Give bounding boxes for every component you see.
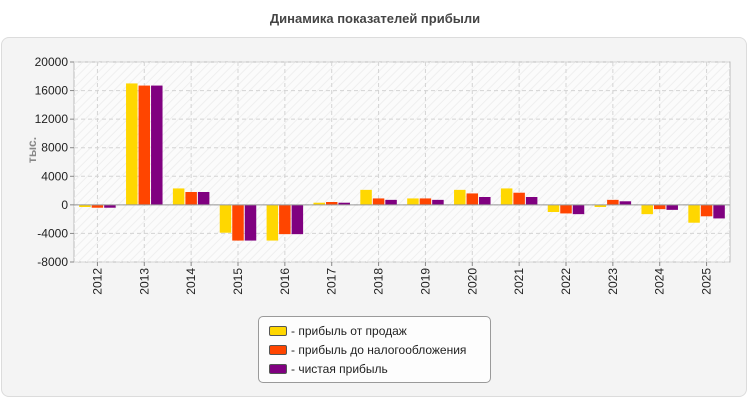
legend-label-pretax-profit: - прибыль до налогообложения bbox=[291, 343, 467, 357]
bar-2022-s0 bbox=[547, 204, 560, 212]
bar-2025-s2 bbox=[713, 204, 725, 219]
bar-2020-s0 bbox=[454, 189, 466, 205]
bar-2012-s2 bbox=[104, 204, 116, 208]
bar-2019-s1 bbox=[419, 198, 432, 205]
bar-2017-s0 bbox=[313, 202, 325, 205]
bar-2017-s1 bbox=[325, 202, 338, 205]
bar-2021-s1 bbox=[513, 192, 525, 205]
x-tick-label: 2012 bbox=[90, 268, 104, 295]
chart-title: Динамика показателей прибыли bbox=[269, 11, 481, 26]
bar-2014-s1 bbox=[185, 192, 197, 205]
bar-2023-s0 bbox=[594, 204, 607, 207]
bar-2021-s2 bbox=[525, 197, 538, 205]
y-tick-label: 8000 bbox=[41, 141, 68, 155]
bar-2022-s2 bbox=[572, 204, 585, 215]
x-tick-label: 2024 bbox=[653, 268, 667, 295]
legend-swatch-pretax-profit bbox=[269, 345, 287, 355]
bar-2020-s1 bbox=[466, 193, 479, 205]
x-tick-label: 2025 bbox=[700, 268, 714, 295]
x-tick-label: 2015 bbox=[231, 268, 245, 295]
x-tick-label: 2016 bbox=[278, 268, 292, 295]
x-tick-label: 2019 bbox=[418, 268, 432, 295]
bar-2013-s1 bbox=[138, 85, 151, 205]
legend-item-pretax-profit: - прибыль до налогообложения bbox=[259, 342, 490, 361]
legend-label-sales-profit: - прибыль от продаж bbox=[291, 324, 407, 338]
bar-2018-s1 bbox=[372, 198, 385, 205]
bar-2025-s1 bbox=[700, 204, 713, 217]
x-tick-label: 2023 bbox=[606, 268, 620, 295]
bars bbox=[79, 83, 725, 241]
y-tick-label: 4000 bbox=[41, 169, 68, 183]
y-tick-label: 0 bbox=[61, 198, 68, 212]
bar-2014-s2 bbox=[197, 192, 210, 205]
bar-2016-s0 bbox=[266, 204, 279, 241]
bar-2022-s1 bbox=[560, 204, 572, 214]
bar-2018-s2 bbox=[385, 199, 397, 205]
legend-item-net-profit: - чистая прибыль bbox=[259, 361, 490, 380]
bar-2015-s1 bbox=[232, 204, 244, 241]
bar-2016-s2 bbox=[291, 204, 304, 235]
x-tick-label: 2017 bbox=[325, 268, 339, 295]
bar-2014-s0 bbox=[172, 188, 185, 205]
x-tick-label: 2021 bbox=[512, 268, 526, 295]
legend-item-sales-profit: - прибыль от продаж bbox=[259, 323, 490, 342]
x-tick-label: 2018 bbox=[372, 268, 386, 295]
bar-2024-s1 bbox=[653, 204, 666, 210]
bar-2023-s1 bbox=[607, 199, 619, 205]
legend-label-net-profit: - чистая прибыль bbox=[291, 362, 388, 376]
legend-swatch-net-profit bbox=[269, 364, 287, 374]
bar-2024-s2 bbox=[666, 204, 678, 210]
y-tick-label: -4000 bbox=[37, 226, 68, 240]
legend: - прибыль от продаж - прибыль до налогоо… bbox=[258, 316, 491, 383]
bar-2015-s0 bbox=[219, 204, 232, 233]
y-tick-label: 16000 bbox=[35, 84, 69, 98]
x-tick-label: 2014 bbox=[184, 268, 198, 295]
y-axis-unit: тыс. bbox=[25, 137, 39, 163]
bar-2023-s2 bbox=[619, 201, 632, 205]
bar-2017-s2 bbox=[338, 202, 350, 205]
x-tick-label: 2022 bbox=[559, 268, 573, 295]
bar-2020-s2 bbox=[479, 197, 491, 205]
axes: -8000 -4000 0 4000 8000 12000 16000 20000 2012 20… bbox=[35, 55, 730, 295]
x-tick-label: 2013 bbox=[137, 268, 151, 295]
bar-2012-s1 bbox=[91, 204, 104, 208]
bar-2012-s0 bbox=[79, 204, 91, 207]
plot-hatch bbox=[74, 62, 730, 262]
bar-2019-s2 bbox=[432, 199, 444, 205]
y-tick-label: 12000 bbox=[35, 112, 69, 126]
bar-2019-s0 bbox=[407, 198, 419, 205]
bar-2018-s0 bbox=[360, 189, 372, 205]
bar-2024-s0 bbox=[641, 204, 653, 215]
bar-2015-s2 bbox=[244, 204, 257, 241]
y-tick-label: -8000 bbox=[37, 255, 68, 269]
bar-2016-s1 bbox=[279, 204, 291, 235]
x-tick-label: 2020 bbox=[465, 268, 479, 295]
y-tick-label: 20000 bbox=[35, 55, 69, 69]
legend-swatch-sales-profit bbox=[269, 326, 287, 336]
bar-2021-s0 bbox=[500, 188, 513, 205]
bar-2013-s0 bbox=[126, 83, 138, 205]
bar-2013-s2 bbox=[151, 85, 163, 205]
bar-2025-s0 bbox=[688, 204, 700, 223]
